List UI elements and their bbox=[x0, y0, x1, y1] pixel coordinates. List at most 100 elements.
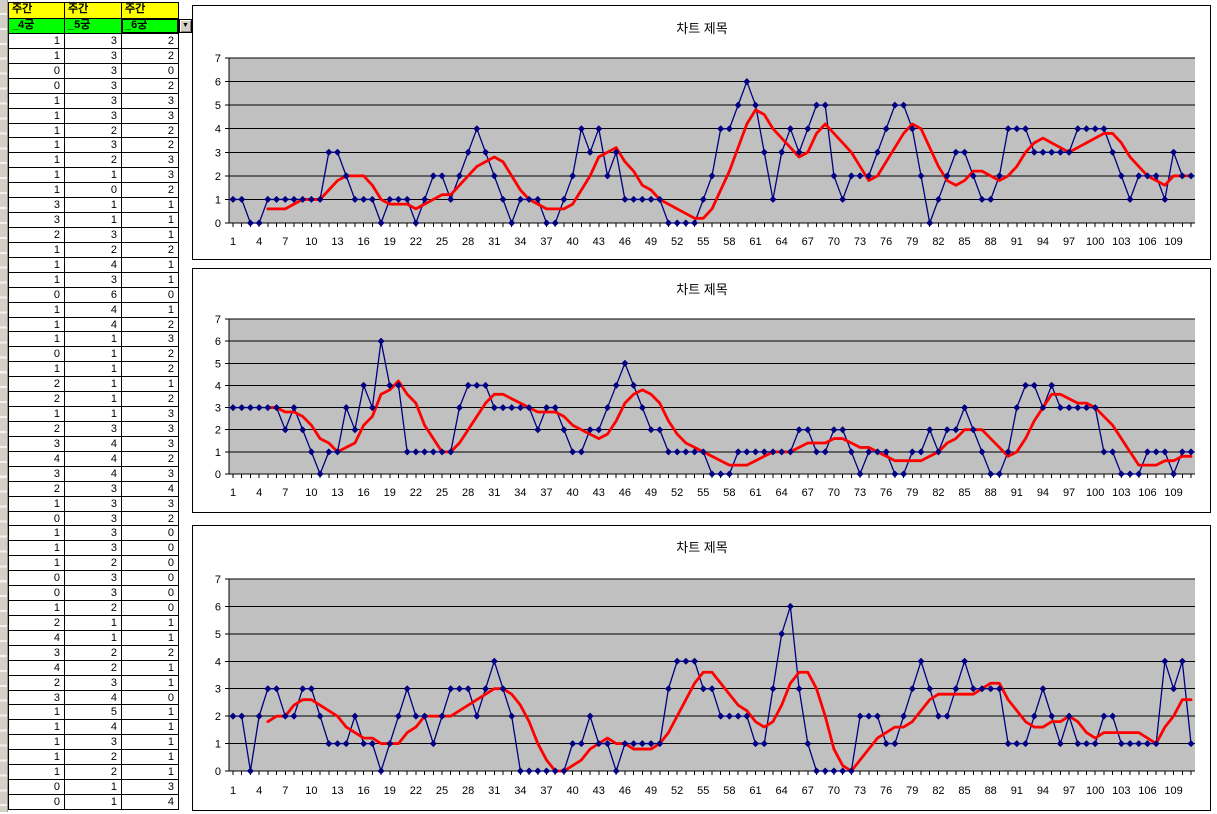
table-cell[interactable]: 1 bbox=[122, 765, 179, 781]
table-cell[interactable]: 1 bbox=[122, 272, 179, 288]
header-cell[interactable]: 주간 bbox=[9, 3, 65, 19]
table-cell[interactable]: 1 bbox=[9, 705, 65, 721]
table-cell[interactable]: 3 bbox=[65, 108, 122, 124]
table-cell[interactable]: 3 bbox=[65, 93, 122, 109]
table-cell[interactable]: 3 bbox=[9, 645, 65, 661]
table-cell[interactable]: 2 bbox=[122, 392, 179, 408]
subheader-cell[interactable]: _6궁 bbox=[122, 18, 179, 34]
table-cell[interactable]: 1 bbox=[122, 735, 179, 751]
table-cell[interactable]: 1 bbox=[9, 332, 65, 348]
table-cell[interactable]: 3 bbox=[122, 436, 179, 452]
table-cell[interactable]: 1 bbox=[9, 720, 65, 736]
table-cell[interactable]: 2 bbox=[65, 765, 122, 781]
table-cell[interactable]: 4 bbox=[65, 451, 122, 467]
table-cell[interactable]: 1 bbox=[9, 272, 65, 288]
table-cell[interactable]: 3 bbox=[65, 34, 122, 49]
table-cell[interactable]: 1 bbox=[122, 257, 179, 273]
table-cell[interactable]: 1 bbox=[9, 526, 65, 542]
table-cell[interactable]: 3 bbox=[122, 153, 179, 169]
table-cell[interactable]: 1 bbox=[65, 168, 122, 184]
table-cell[interactable]: 0 bbox=[9, 780, 65, 796]
table-cell[interactable]: 1 bbox=[122, 630, 179, 646]
table-cell[interactable]: 1 bbox=[122, 660, 179, 676]
table-cell[interactable]: 2 bbox=[9, 675, 65, 691]
table-cell[interactable]: 4 bbox=[65, 466, 122, 482]
table-cell[interactable]: 2 bbox=[122, 34, 179, 49]
table-cell[interactable]: 1 bbox=[9, 93, 65, 109]
table-cell[interactable]: 2 bbox=[9, 615, 65, 631]
table-cell[interactable]: 3 bbox=[9, 198, 65, 214]
table-cell[interactable]: 3 bbox=[65, 586, 122, 602]
table-cell[interactable]: 1 bbox=[9, 123, 65, 139]
table-cell[interactable]: 2 bbox=[122, 362, 179, 378]
table-cell[interactable]: 4 bbox=[65, 690, 122, 706]
table-cell[interactable]: 4 bbox=[65, 257, 122, 273]
table-cell[interactable]: 0 bbox=[122, 690, 179, 706]
table-cell[interactable]: 1 bbox=[122, 213, 179, 228]
table-cell[interactable]: 2 bbox=[122, 183, 179, 199]
table-cell[interactable]: 1 bbox=[9, 257, 65, 273]
table-cell[interactable]: 4 bbox=[122, 795, 179, 810]
table-cell[interactable]: 1 bbox=[122, 675, 179, 691]
table-cell[interactable]: 3 bbox=[9, 436, 65, 452]
table-cell[interactable]: 1 bbox=[9, 541, 65, 557]
table-cell[interactable]: 3 bbox=[122, 168, 179, 184]
table-cell[interactable]: 2 bbox=[122, 78, 179, 94]
table-cell[interactable]: 1 bbox=[65, 198, 122, 214]
table-cell[interactable]: 1 bbox=[122, 227, 179, 243]
table-cell[interactable]: 1 bbox=[9, 601, 65, 616]
table-cell[interactable]: 1 bbox=[122, 705, 179, 721]
table-cell[interactable]: 3 bbox=[65, 272, 122, 288]
table-cell[interactable]: 3 bbox=[65, 138, 122, 154]
autofilter-dropdown-button[interactable]: ▼ bbox=[179, 19, 192, 33]
table-cell[interactable]: 6 bbox=[65, 287, 122, 303]
table-cell[interactable]: 2 bbox=[9, 227, 65, 243]
header-cell[interactable]: 주간 bbox=[65, 3, 122, 19]
table-cell[interactable]: 1 bbox=[9, 168, 65, 184]
table-cell[interactable]: 1 bbox=[122, 302, 179, 318]
table-cell[interactable]: 0 bbox=[122, 287, 179, 303]
table-cell[interactable]: 2 bbox=[9, 481, 65, 497]
table-cell[interactable]: 1 bbox=[9, 496, 65, 512]
table-cell[interactable]: 2 bbox=[9, 377, 65, 393]
table-cell[interactable]: 2 bbox=[122, 451, 179, 467]
table-cell[interactable]: 1 bbox=[9, 183, 65, 199]
table-cell[interactable]: 3 bbox=[122, 421, 179, 437]
table-cell[interactable]: 2 bbox=[65, 645, 122, 661]
table-cell[interactable]: 4 bbox=[65, 317, 122, 333]
table-cell[interactable]: 2 bbox=[65, 750, 122, 766]
table-cell[interactable]: 3 bbox=[122, 108, 179, 124]
table-cell[interactable]: 2 bbox=[122, 48, 179, 64]
table-cell[interactable]: 1 bbox=[9, 317, 65, 333]
table-cell[interactable]: 2 bbox=[122, 317, 179, 333]
table-cell[interactable]: 3 bbox=[122, 466, 179, 482]
table-cell[interactable]: 3 bbox=[122, 496, 179, 512]
table-cell[interactable]: 2 bbox=[122, 138, 179, 154]
table-cell[interactable]: 4 bbox=[65, 720, 122, 736]
table-cell[interactable]: 1 bbox=[65, 630, 122, 646]
table-cell[interactable]: 2 bbox=[9, 421, 65, 437]
table-cell[interactable]: 0 bbox=[9, 287, 65, 303]
table-cell[interactable]: 4 bbox=[122, 481, 179, 497]
table-cell[interactable]: 1 bbox=[9, 362, 65, 378]
table-cell[interactable]: 2 bbox=[122, 645, 179, 661]
table-cell[interactable]: 0 bbox=[9, 795, 65, 810]
table-cell[interactable]: 0 bbox=[9, 511, 65, 527]
table-cell[interactable]: 4 bbox=[9, 630, 65, 646]
table-cell[interactable]: 1 bbox=[65, 332, 122, 348]
chart-3[interactable]: 차트 제목 0 1 2 3 4 5 6 7 1 4 7 10 13 16 19 22 25 28 31 34 37 40 43… bbox=[192, 525, 1211, 811]
table-cell[interactable]: 0 bbox=[122, 571, 179, 587]
table-cell[interactable]: 2 bbox=[122, 511, 179, 527]
table-cell[interactable]: 3 bbox=[9, 690, 65, 706]
table-cell[interactable]: 1 bbox=[9, 407, 65, 422]
table-cell[interactable]: 0 bbox=[65, 183, 122, 199]
table-cell[interactable]: 3 bbox=[65, 48, 122, 64]
table-cell[interactable]: 1 bbox=[9, 750, 65, 766]
table-cell[interactable]: 3 bbox=[65, 735, 122, 751]
table-cell[interactable]: 1 bbox=[122, 198, 179, 214]
table-cell[interactable]: 3 bbox=[65, 227, 122, 243]
table-cell[interactable]: 1 bbox=[65, 392, 122, 408]
chart-1[interactable]: 차트 제목 0 1 2 3 4 5 6 7 1 4 7 10 13 16 19 22 25 28 31 34 37 40 43… bbox=[192, 5, 1211, 260]
table-cell[interactable]: 1 bbox=[122, 750, 179, 766]
table-cell[interactable]: 0 bbox=[122, 586, 179, 602]
